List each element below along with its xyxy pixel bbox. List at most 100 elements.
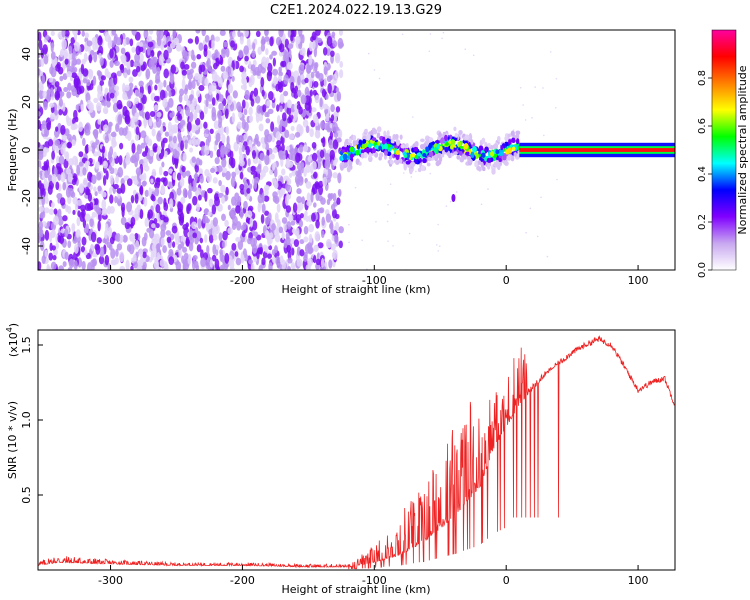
heatmap-cell	[250, 98, 255, 107]
heatmap-cell	[101, 191, 107, 198]
heatmap-cell	[38, 111, 41, 117]
heatmap-cell	[315, 258, 321, 266]
heatmap-cell	[470, 151, 475, 159]
heatmap-cell	[364, 147, 370, 153]
heatmap-cell	[102, 238, 107, 244]
heatmap-cell	[209, 128, 214, 135]
heatmap-cell	[364, 142, 368, 148]
heatmap-cell	[81, 236, 87, 246]
snr-y-multiplier-base: (x10	[7, 332, 20, 357]
heatmap-cell	[338, 42, 344, 48]
heatmap-cell	[181, 78, 186, 90]
heatmap-cell	[308, 104, 312, 114]
heatmap-cell	[318, 72, 324, 82]
colorbar-tick-label: 0.0	[697, 262, 708, 278]
heatmap-cell	[153, 259, 160, 269]
heatmap-cell	[414, 154, 419, 160]
heatmap-cell	[163, 79, 167, 88]
heatmap-cell	[339, 69, 344, 79]
heatmap-cell	[204, 234, 208, 243]
heatmap-cell	[181, 69, 187, 76]
heatmap-cell	[306, 192, 311, 203]
heatmap-cell	[135, 65, 141, 73]
heatmap-cell	[96, 84, 102, 94]
heatmap-cell	[230, 176, 236, 188]
heatmap-cell	[227, 204, 231, 211]
heatmap-cell	[154, 84, 158, 91]
heatmap-cell	[472, 54, 475, 57]
heatmap-cell	[436, 160, 442, 166]
heatmap-cell	[379, 152, 384, 158]
heatmap-cell	[217, 110, 222, 119]
heatmap-cell	[136, 204, 141, 211]
heatmap-cell	[214, 157, 220, 165]
heatmap-cell	[326, 75, 332, 83]
heatmap-cell	[84, 202, 91, 211]
heatmap-cell	[80, 104, 84, 112]
heatmap-cell	[292, 264, 296, 270]
heatmap-cell	[285, 194, 289, 206]
heatmap-cell	[271, 163, 276, 171]
heatmap-cell	[464, 134, 470, 140]
heatmap-cell	[453, 151, 458, 156]
heatmap-cell	[87, 192, 93, 202]
heatmap-cell	[223, 41, 228, 48]
heatmap-cell	[376, 126, 382, 133]
heatmap-cell	[114, 233, 119, 242]
heatmap-cell	[131, 30, 137, 36]
heatmap-cell	[179, 88, 185, 96]
heatmap-cell	[169, 73, 175, 85]
heatmap-cell	[70, 139, 77, 147]
heatmap-cell	[305, 181, 312, 189]
heatmap-cell	[337, 172, 342, 184]
heatmap-cell	[466, 156, 471, 160]
heatmap-cell	[175, 235, 180, 246]
heatmap-cell	[264, 210, 270, 216]
heatmap-cell	[386, 130, 390, 137]
heatmap-cell	[261, 257, 266, 266]
heatmap-cell	[367, 52, 370, 55]
heatmap-cell	[88, 54, 93, 64]
heatmap-cell	[58, 235, 65, 244]
heatmap-cell	[135, 213, 139, 221]
heatmap-cell	[238, 111, 243, 118]
heatmap-cell	[135, 167, 142, 176]
heatmap-cell	[208, 228, 213, 236]
heatmap-cell	[329, 220, 334, 231]
heatmap-cell	[162, 122, 166, 128]
heatmap-cell	[454, 132, 458, 138]
heatmap-cell	[110, 88, 115, 95]
heatmap-cell	[155, 117, 162, 128]
heatmap-cell	[172, 30, 177, 39]
heatmap-cell	[286, 99, 292, 109]
heatmap-cell	[525, 231, 527, 234]
heatmap-cell	[327, 82, 332, 94]
heatmap-cell	[114, 257, 119, 265]
heatmap-cell	[98, 255, 105, 265]
heatmap-cell	[46, 121, 51, 131]
heatmap-cell	[165, 230, 172, 236]
heatmap-cell	[126, 178, 133, 186]
heatmap-cell	[50, 87, 54, 97]
heatmap-cell	[209, 150, 214, 159]
heatmap-cell	[147, 209, 154, 219]
heatmap-cell	[212, 217, 219, 227]
heatmap-cell	[377, 141, 381, 146]
heatmap-cell	[116, 187, 123, 194]
colorbar-ticks: 0.0 0.2 0.4 0.6 0.8	[697, 70, 712, 278]
heatmap-cell	[119, 234, 124, 243]
heatmap-cell	[211, 53, 217, 61]
heatmap-cell	[383, 150, 388, 156]
heatmap-cell	[192, 254, 198, 261]
heatmap-cell	[293, 239, 300, 247]
heatmap-cell	[284, 51, 290, 61]
snr-panel: -300 -200 -100 0 100 0.5 1.0 1.5 Height of str…	[5, 323, 676, 596]
heatmap-cell	[256, 247, 262, 255]
heatmap-cell	[427, 156, 432, 162]
heatmap-cell	[96, 237, 102, 244]
heatmap-cell	[67, 240, 72, 249]
heatmap-cell	[269, 36, 274, 47]
heatmap-cell	[343, 162, 348, 168]
heatmap-cell	[55, 181, 60, 191]
